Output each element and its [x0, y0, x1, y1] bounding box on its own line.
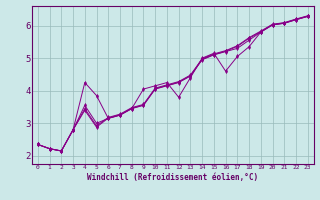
- X-axis label: Windchill (Refroidissement éolien,°C): Windchill (Refroidissement éolien,°C): [87, 173, 258, 182]
